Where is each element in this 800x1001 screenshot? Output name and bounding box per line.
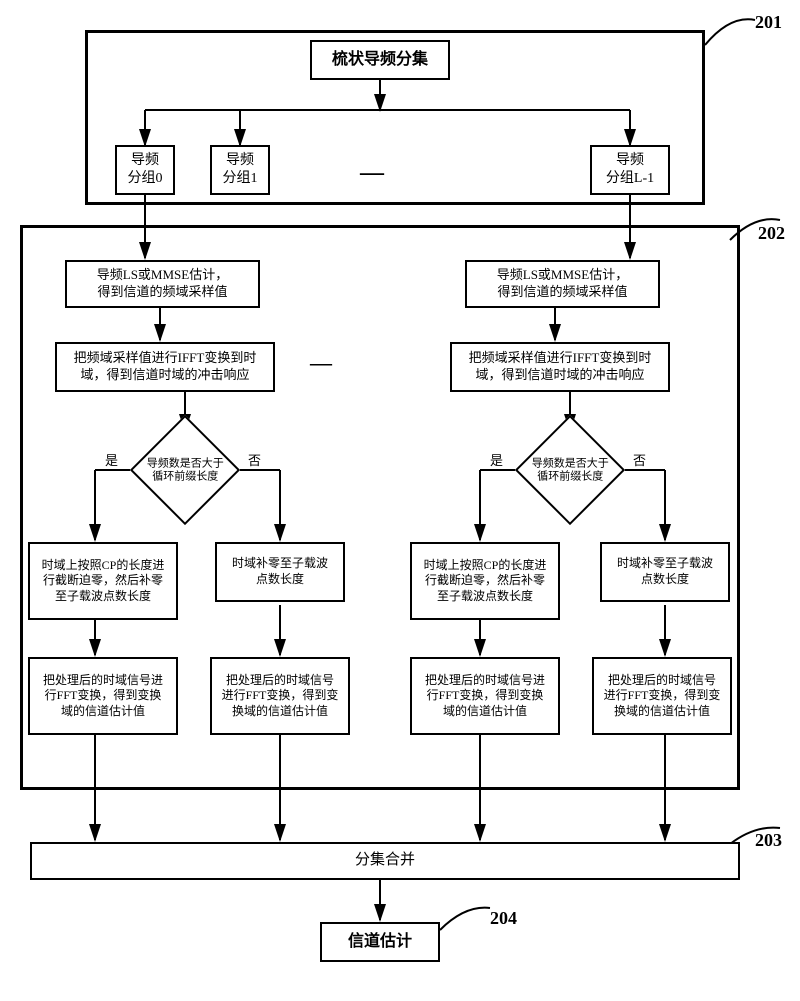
callout-202: 202: [758, 223, 785, 244]
right-est-text: 导频LS或MMSE估计， 得到信道的频域采样值: [497, 267, 628, 301]
right-no-fft-text: 把处理后的时域信号 进行FFT变换，得到变 换域的信道估计值: [604, 673, 721, 720]
left-no-box: 时域补零至子载波 点数长度: [215, 542, 345, 602]
right-yes-box-text: 时域上按照CP的长度进 行截断迫零，然后补零 至子载波点数长度: [424, 558, 547, 605]
callout-201: 201: [755, 12, 782, 33]
group-0-text: 导频 分组0: [128, 152, 163, 188]
title-text: 梳状导频分集: [332, 50, 428, 71]
left-no-fft-text: 把处理后的时域信号 进行FFT变换，得到变 换域的信道估计值: [222, 673, 339, 720]
flow-canvas: 201 202 203 204 梳状导频分集 导频 分组0 导频 分组1 — 导…: [10, 10, 790, 990]
final-text: 信道估计: [348, 932, 412, 953]
left-decision-text: 导频数是否大于 循环前缀长度: [147, 457, 224, 482]
left-ifft: 把频域采样值进行IFFT变换到时 域，得到信道时域的冲击响应: [55, 342, 275, 392]
left-est-text: 导频LS或MMSE估计， 得到信道的频域采样值: [97, 267, 228, 301]
right-ifft: 把频域采样值进行IFFT变换到时 域，得到信道时域的冲击响应: [450, 342, 670, 392]
group-0: 导频 分组0: [115, 145, 175, 195]
title-box: 梳状导频分集: [310, 40, 450, 80]
group-L1: 导频 分组L-1: [590, 145, 670, 195]
mid-dash: —: [310, 350, 332, 376]
right-decision-text: 导频数是否大于 循环前缀长度: [532, 457, 609, 482]
right-no-box-text: 时域补零至子载波 点数长度: [617, 556, 713, 587]
left-yes-fft: 把处理后的时域信号进 行FFT变换，得到变换 域的信道估计值: [28, 657, 178, 735]
left-no-label: 否: [248, 450, 261, 469]
right-est: 导频LS或MMSE估计， 得到信道的频域采样值: [465, 260, 660, 308]
right-yes-box: 时域上按照CP的长度进 行截断迫零，然后补零 至子载波点数长度: [410, 542, 560, 620]
left-yes-fft-text: 把处理后的时域信号进 行FFT变换，得到变换 域的信道估计值: [43, 673, 163, 720]
group-1-text: 导频 分组1: [223, 152, 258, 188]
combine-box: 分集合并: [30, 842, 740, 880]
left-yes-box-text: 时域上按照CP的长度进 行截断迫零，然后补零 至子载波点数长度: [42, 558, 165, 605]
right-yes-fft: 把处理后的时域信号进 行FFT变换，得到变换 域的信道估计值: [410, 657, 560, 735]
left-no-box-text: 时域补零至子载波 点数长度: [232, 556, 328, 587]
right-ifft-text: 把频域采样值进行IFFT变换到时 域，得到信道时域的冲击响应: [469, 350, 652, 384]
right-yes-label: 是: [490, 450, 503, 469]
right-no-box: 时域补零至子载波 点数长度: [600, 542, 730, 602]
left-est: 导频LS或MMSE估计， 得到信道的频域采样值: [65, 260, 260, 308]
left-no-fft: 把处理后的时域信号 进行FFT变换，得到变 换域的信道估计值: [210, 657, 350, 735]
left-yes-label: 是: [105, 450, 118, 469]
right-yes-fft-text: 把处理后的时域信号进 行FFT变换，得到变换 域的信道估计值: [425, 673, 545, 720]
callout-204: 204: [490, 908, 517, 929]
left-yes-box: 时域上按照CP的长度进 行截断迫零，然后补零 至子载波点数长度: [28, 542, 178, 620]
combine-text: 分集合并: [355, 851, 415, 871]
right-no-label: 否: [633, 450, 646, 469]
group-1: 导频 分组1: [210, 145, 270, 195]
group-dots: —: [360, 160, 384, 187]
final-box: 信道估计: [320, 922, 440, 962]
group-L1-text: 导频 分组L-1: [606, 152, 654, 188]
right-no-fft: 把处理后的时域信号 进行FFT变换，得到变 换域的信道估计值: [592, 657, 732, 735]
callout-203: 203: [755, 830, 782, 851]
left-ifft-text: 把频域采样值进行IFFT变换到时 域，得到信道时域的冲击响应: [74, 350, 257, 384]
